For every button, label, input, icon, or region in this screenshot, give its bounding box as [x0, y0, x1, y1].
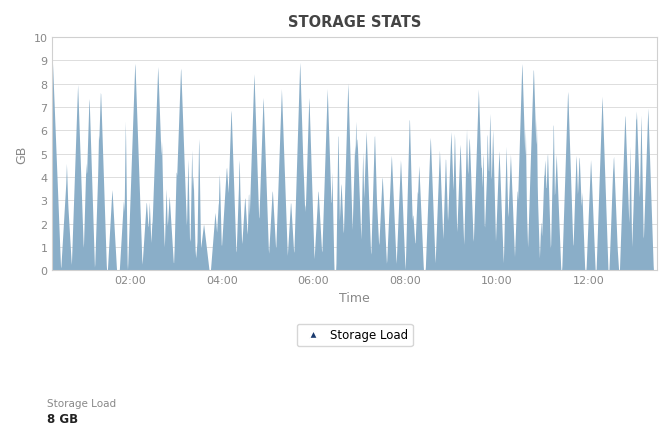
- Title: STORAGE STATS: STORAGE STATS: [288, 15, 421, 30]
- Text: 8 GB: 8 GB: [47, 412, 78, 425]
- Text: Storage Load: Storage Load: [47, 398, 116, 408]
- Y-axis label: GB: GB: [15, 145, 28, 163]
- X-axis label: Time: Time: [339, 291, 370, 304]
- Legend: Storage Load: Storage Load: [297, 324, 413, 346]
